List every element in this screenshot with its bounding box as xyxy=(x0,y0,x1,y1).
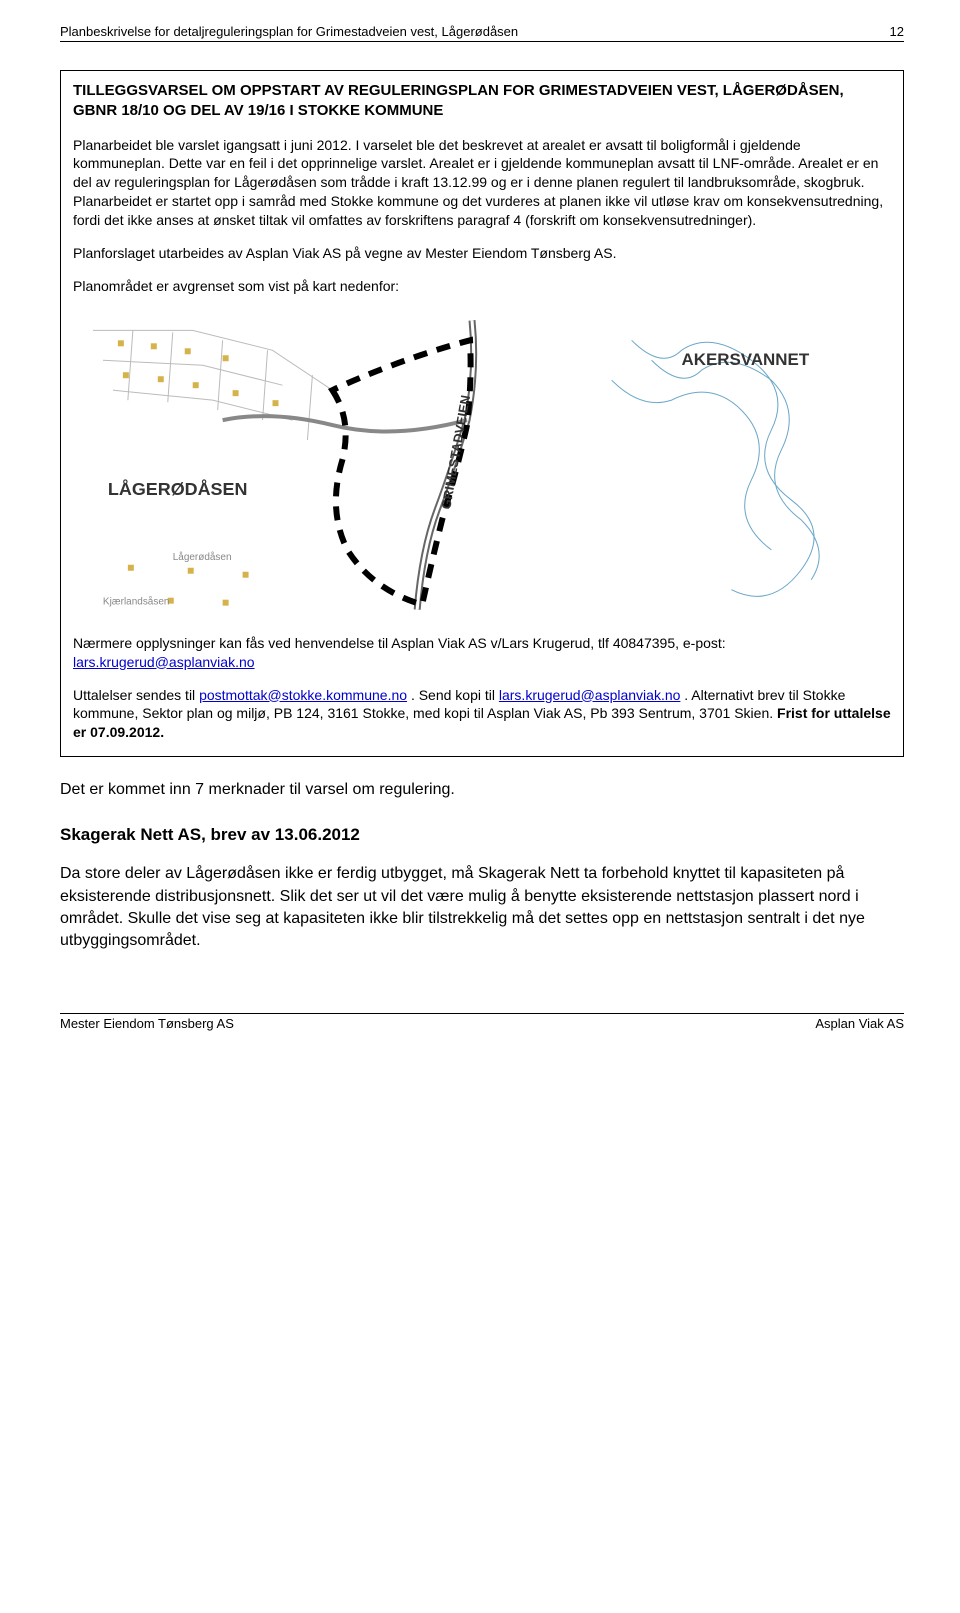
footer-left-text: Mester Eiendom Tønsberg AS xyxy=(60,1016,234,1031)
send-link-asplan[interactable]: lars.krugerud@asplanviak.no xyxy=(499,687,681,703)
map-label-small1: Lågerødåsen xyxy=(173,552,232,563)
document-page: Planbeskrivelse for detaljreguleringspla… xyxy=(0,0,960,1055)
footer-right-text: Asplan Viak AS xyxy=(815,1016,904,1031)
map-label-small2: Kjærlandsåsen xyxy=(103,596,169,607)
notice-title: TILLEGGSVARSEL OM OPPSTART AV REGULERING… xyxy=(73,81,891,122)
header-left-text: Planbeskrivelse for detaljreguleringspla… xyxy=(60,24,518,39)
page-footer: Mester Eiendom Tønsberg AS Asplan Viak A… xyxy=(60,1013,904,1031)
send-mid-text: . Send kopi til xyxy=(411,687,499,703)
send-link-postmottak[interactable]: postmottak@stokke.kommune.no xyxy=(199,687,407,703)
send-paragraph: Uttalelser sendes til postmottak@stokke.… xyxy=(73,686,891,743)
map-illustration: LÅGERØDÅSEN AKERSVANNET Lågerødåsen Kjær… xyxy=(73,310,891,620)
contact-paragraph: Nærmere opplysninger kan fås ved henvend… xyxy=(73,634,891,672)
notice-box: TILLEGGSVARSEL OM OPPSTART AV REGULERING… xyxy=(60,70,904,757)
notice-paragraph-2: Planforslaget utarbeides av Asplan Viak … xyxy=(73,244,891,263)
notice-paragraph-1: Planarbeidet ble varslet igangsatt i jun… xyxy=(73,136,891,230)
body-paragraph: Da store deler av Lågerødåsen ikke er fe… xyxy=(60,863,904,953)
page-number: 12 xyxy=(890,24,904,39)
map-label-akersvannet: AKERSVANNET xyxy=(682,350,810,369)
send-pre-text: Uttalelser sendes til xyxy=(73,687,199,703)
subheading-skagerak: Skagerak Nett AS, brev av 13.06.2012 xyxy=(60,825,904,845)
map-label-lagerodasen: LÅGERØDÅSEN xyxy=(108,479,248,499)
notice-paragraph-3: Planområdet er avgrenset som vist på kar… xyxy=(73,277,891,296)
map-svg: LÅGERØDÅSEN AKERSVANNET Lågerødåsen Kjær… xyxy=(73,310,891,620)
contact-text: Nærmere opplysninger kan fås ved henvend… xyxy=(73,635,726,651)
page-header: Planbeskrivelse for detaljreguleringspla… xyxy=(60,24,904,42)
mid-sentence: Det er kommet inn 7 merknader til varsel… xyxy=(60,781,904,799)
contact-email-link[interactable]: lars.krugerud@asplanviak.no xyxy=(73,654,255,670)
